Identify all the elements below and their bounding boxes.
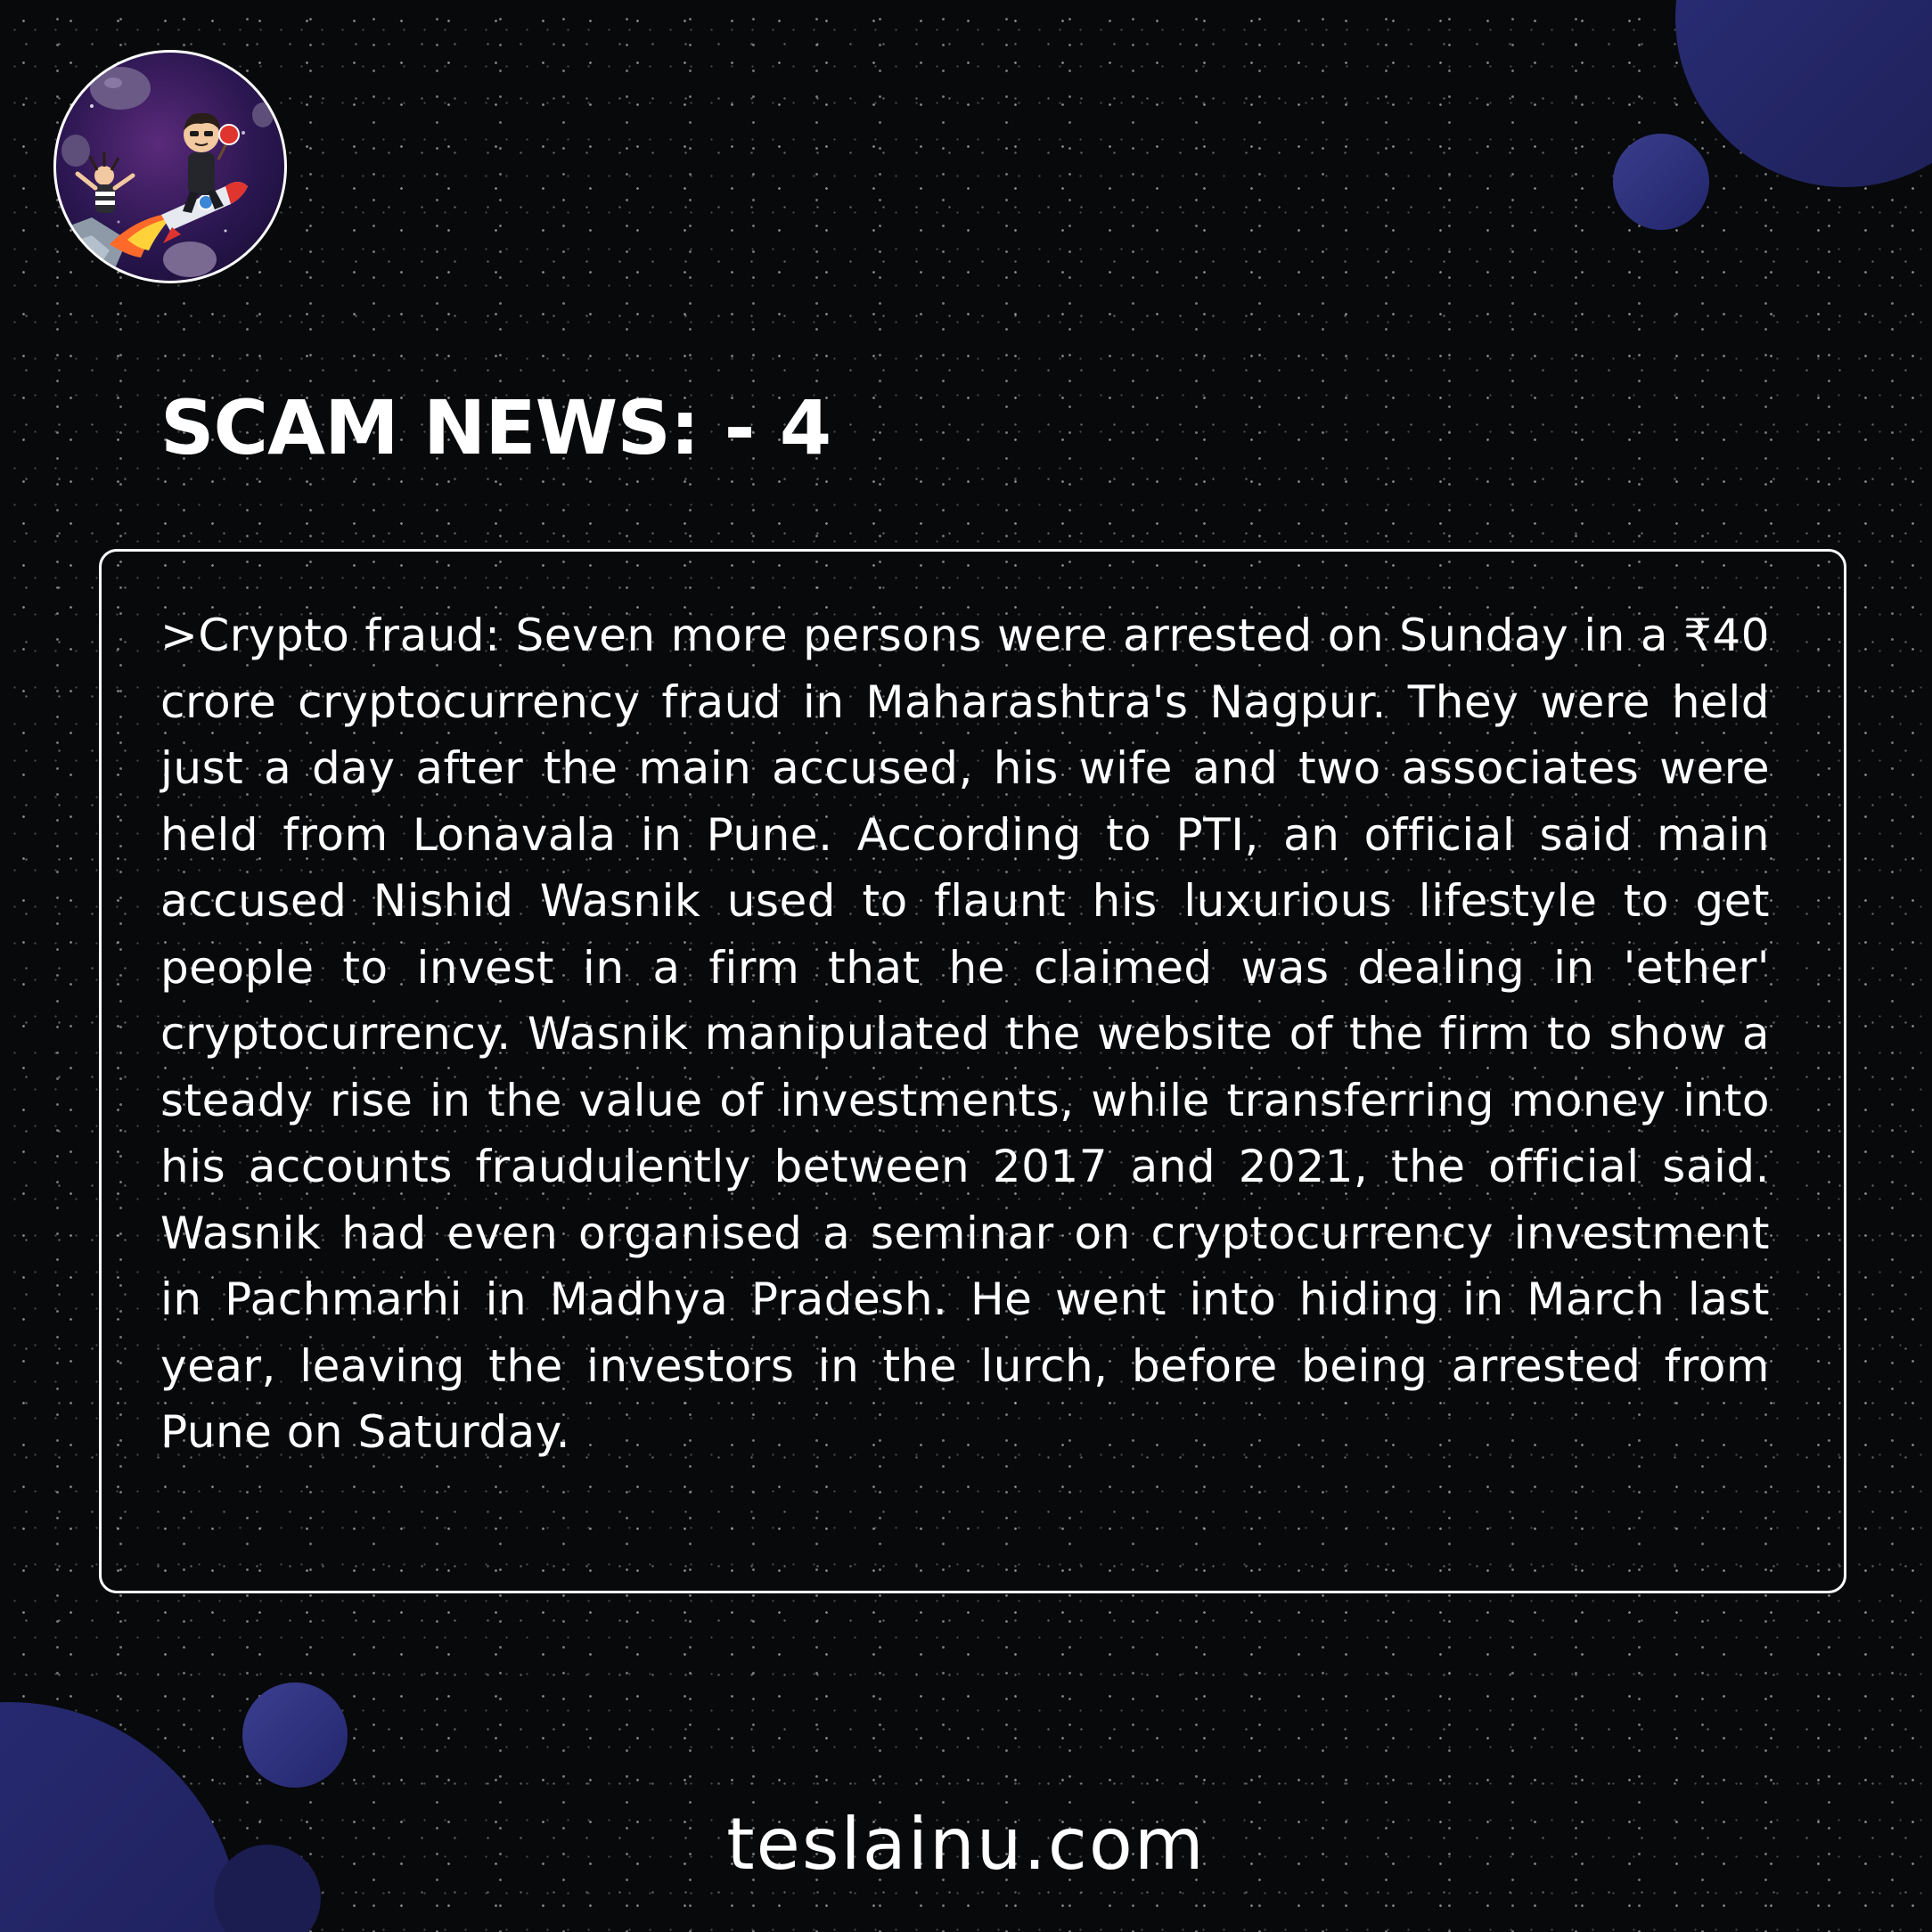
news-card bbox=[99, 549, 1846, 1593]
planet-bottom-left-small bbox=[242, 1682, 348, 1788]
website-url: teslainu.com bbox=[726, 1803, 1206, 1886]
news-article-text: >Crypto fraud: Seven more persons were a… bbox=[160, 610, 1770, 1458]
page-title: SCAM NEWS: - 4 bbox=[160, 384, 831, 471]
planet-top-right-large bbox=[1675, 0, 1932, 187]
avatar bbox=[53, 50, 287, 283]
planet-top-right-small bbox=[1613, 134, 1709, 230]
planet-bottom-left-dark bbox=[214, 1845, 321, 1932]
astronaut-riding-rocket-cartoon-icon bbox=[56, 67, 274, 281]
